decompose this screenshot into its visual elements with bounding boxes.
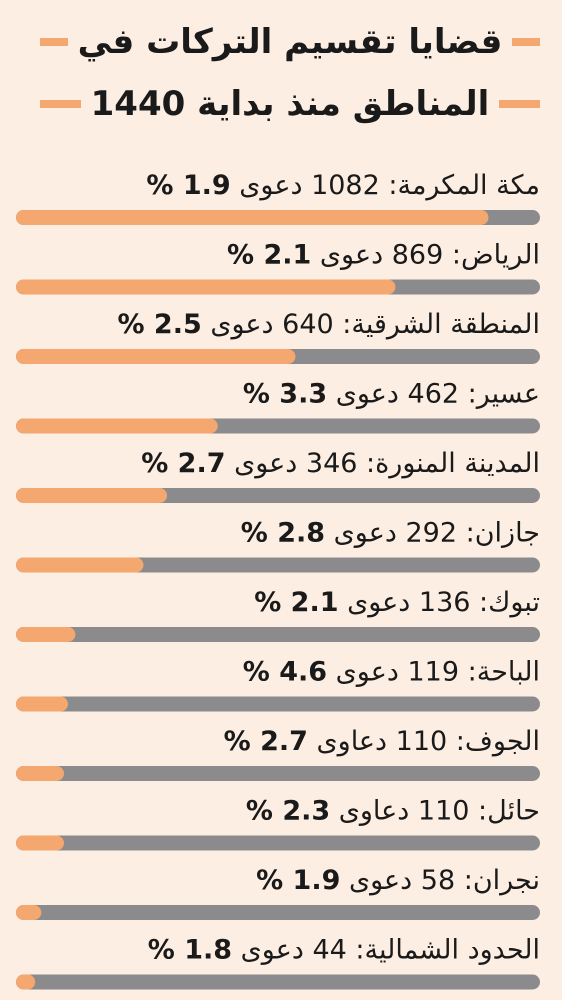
bar-track: [16, 627, 540, 642]
bar-row: المدينة المنورة: 346 دعوى 2.7 %: [16, 448, 540, 503]
bar-row: الحدود الشمالية: 44 دعوى 1.8 %: [16, 935, 540, 990]
bar-label: المدينة المنورة: 346 دعوى 2.7 %: [141, 448, 540, 479]
bar-row: عسير: 462 دعوى 3.3 %: [16, 379, 540, 434]
title-text-2: المناطق منذ بداية 1440: [80, 74, 500, 134]
bar: [16, 696, 68, 712]
bar-track: [16, 974, 540, 990]
bar-track: [16, 766, 540, 781]
bar-row: حائل: 110 دعاوى 2.3 %: [16, 796, 540, 851]
bar-row: نجران: 58 دعوى 1.9 %: [16, 865, 540, 920]
bar-label: الحدود الشمالية: 44 دعوى 1.8 %: [148, 935, 540, 966]
bar-row: تبوك: 136 دعوى 2.1 %: [16, 587, 540, 642]
bar: [16, 974, 36, 990]
bar-row: الباحة: 119 دعوى 4.6 %: [16, 657, 540, 712]
bar-label: تبوك: 136 دعوى 2.1 %: [254, 587, 540, 618]
bar-track: [16, 696, 540, 712]
bar-label: نجران: 58 دعوى 1.9 %: [256, 865, 540, 896]
bar: [16, 835, 65, 851]
bar-track: [16, 835, 540, 851]
bar: [16, 349, 296, 364]
title-line-2: المناطق منذ بداية 1440: [40, 74, 540, 138]
bar-label: الرياض: 869 دعوى 2.1 %: [227, 240, 540, 271]
bar: [16, 279, 396, 295]
bar: [16, 488, 168, 503]
bar: [16, 418, 218, 434]
bar-row: جازان: 292 دعوى 2.8 %: [16, 518, 540, 573]
bar-label: عسير: 462 دعوى 3.3 %: [243, 379, 540, 410]
bar-row: المنطقة الشرقية: 640 دعوى 2.5 %: [16, 309, 540, 364]
bar-row: الجوف: 110 دعاوى 2.7 %: [16, 726, 540, 781]
bar: [16, 557, 144, 573]
bar-label: حائل: 110 دعاوى 2.3 %: [246, 796, 540, 827]
bar: [16, 766, 65, 781]
bar-label: مكة المكرمة: 1082 دعوى 1.9 %: [146, 170, 540, 201]
bar-label: الجوف: 110 دعاوى 2.7 %: [224, 726, 540, 757]
chart-title: قضايا تقسيم التركات في المناطق منذ بداية…: [0, 0, 562, 140]
bar: [16, 210, 489, 225]
bar-label: جازان: 292 دعوى 2.8 %: [241, 518, 540, 549]
title-text-1: قضايا تقسيم التركات في: [67, 12, 513, 72]
bar-track: [16, 557, 540, 573]
bar-track: [16, 905, 540, 920]
bar: [16, 905, 42, 920]
bar-row: الرياض: 869 دعوى 2.1 %: [16, 240, 540, 295]
bar-label: المنطقة الشرقية: 640 دعوى 2.5 %: [117, 309, 540, 340]
bar-label: الباحة: 119 دعوى 4.6 %: [243, 657, 540, 688]
title-line-1: قضايا تقسيم التركات في: [40, 12, 540, 76]
bar: [16, 627, 76, 642]
bar-row: مكة المكرمة: 1082 دعوى 1.9 %: [16, 170, 540, 225]
